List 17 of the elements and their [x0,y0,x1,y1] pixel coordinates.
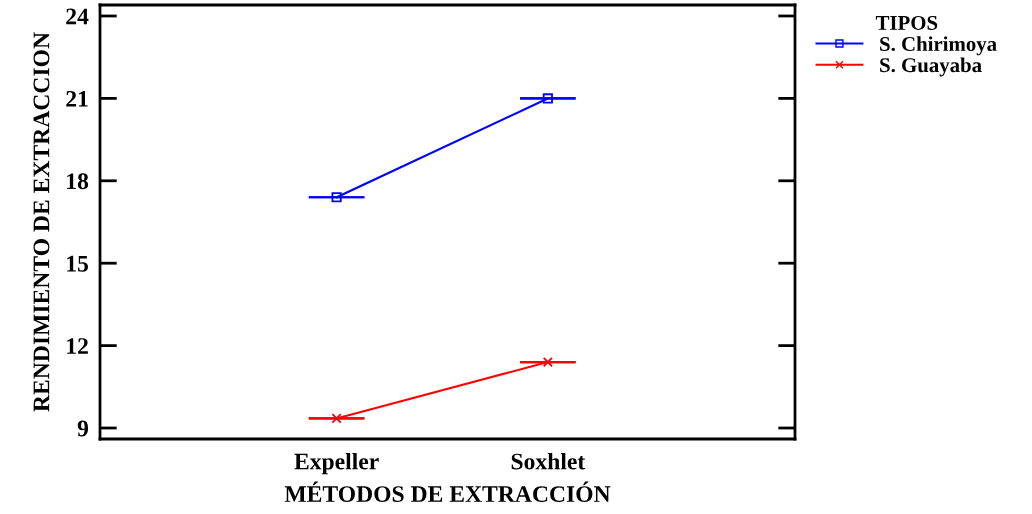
y-tick-label: 9 [77,420,89,437]
y-tick-label: 24 [66,8,89,25]
y-tick-label: 12 [67,338,88,354]
x-tick-label: Expeller [294,452,379,475]
point [542,93,553,104]
y-tick-label: 18 [67,173,89,190]
y-tick-label: 15 [67,255,89,272]
legend-label: S. Chirimoya [880,36,997,56]
y-tick-label: 21 [66,90,88,107]
x-tick-label: Soxhlet [511,452,586,470]
y-axis-title: RENDIMIENTO DE EXTRACCION [33,32,50,412]
point [331,192,342,203]
point [331,413,342,424]
point [542,357,553,368]
x-axis-title: MÉTODOS DE EXTRACCIÓN [284,481,611,503]
legend-title: TIPOS [875,15,938,30]
legend-label: S. Guayaba [880,57,982,77]
